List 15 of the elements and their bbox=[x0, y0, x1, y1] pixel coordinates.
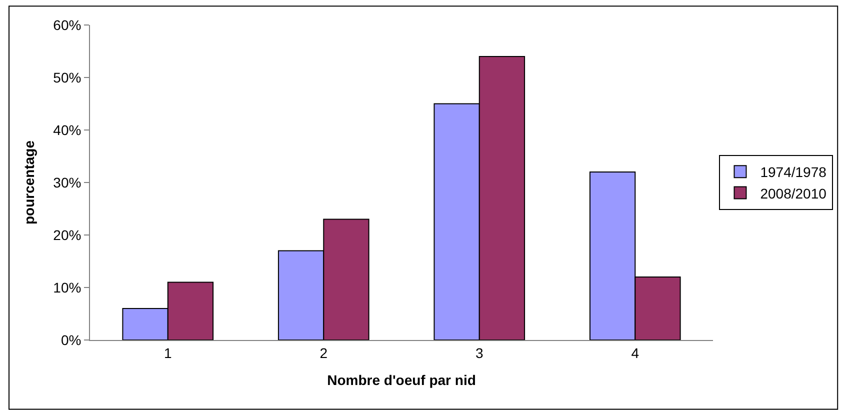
x-tick-label: 2 bbox=[320, 344, 328, 361]
legend-label: 2008/2010 bbox=[760, 185, 827, 202]
y-tick-label: 10% bbox=[53, 279, 82, 296]
x-axis-title: Nombre d'oeuf par nid bbox=[327, 372, 476, 388]
y-tick-label: 50% bbox=[53, 69, 82, 86]
x-tick-label: 3 bbox=[475, 344, 484, 361]
y-tick-label: 30% bbox=[53, 174, 82, 190]
y-tick-label: 20% bbox=[53, 226, 82, 243]
x-tick-label: 1 bbox=[164, 344, 172, 361]
y-tick-label: 0% bbox=[60, 332, 82, 348]
y-tick-label: 40% bbox=[53, 122, 82, 138]
legend-label: 1974/1978 bbox=[760, 164, 827, 180]
x-tick-label: 4 bbox=[631, 344, 640, 361]
y-axis-title: pourcentage bbox=[20, 140, 37, 225]
y-tick-label: 60% bbox=[53, 16, 82, 33]
